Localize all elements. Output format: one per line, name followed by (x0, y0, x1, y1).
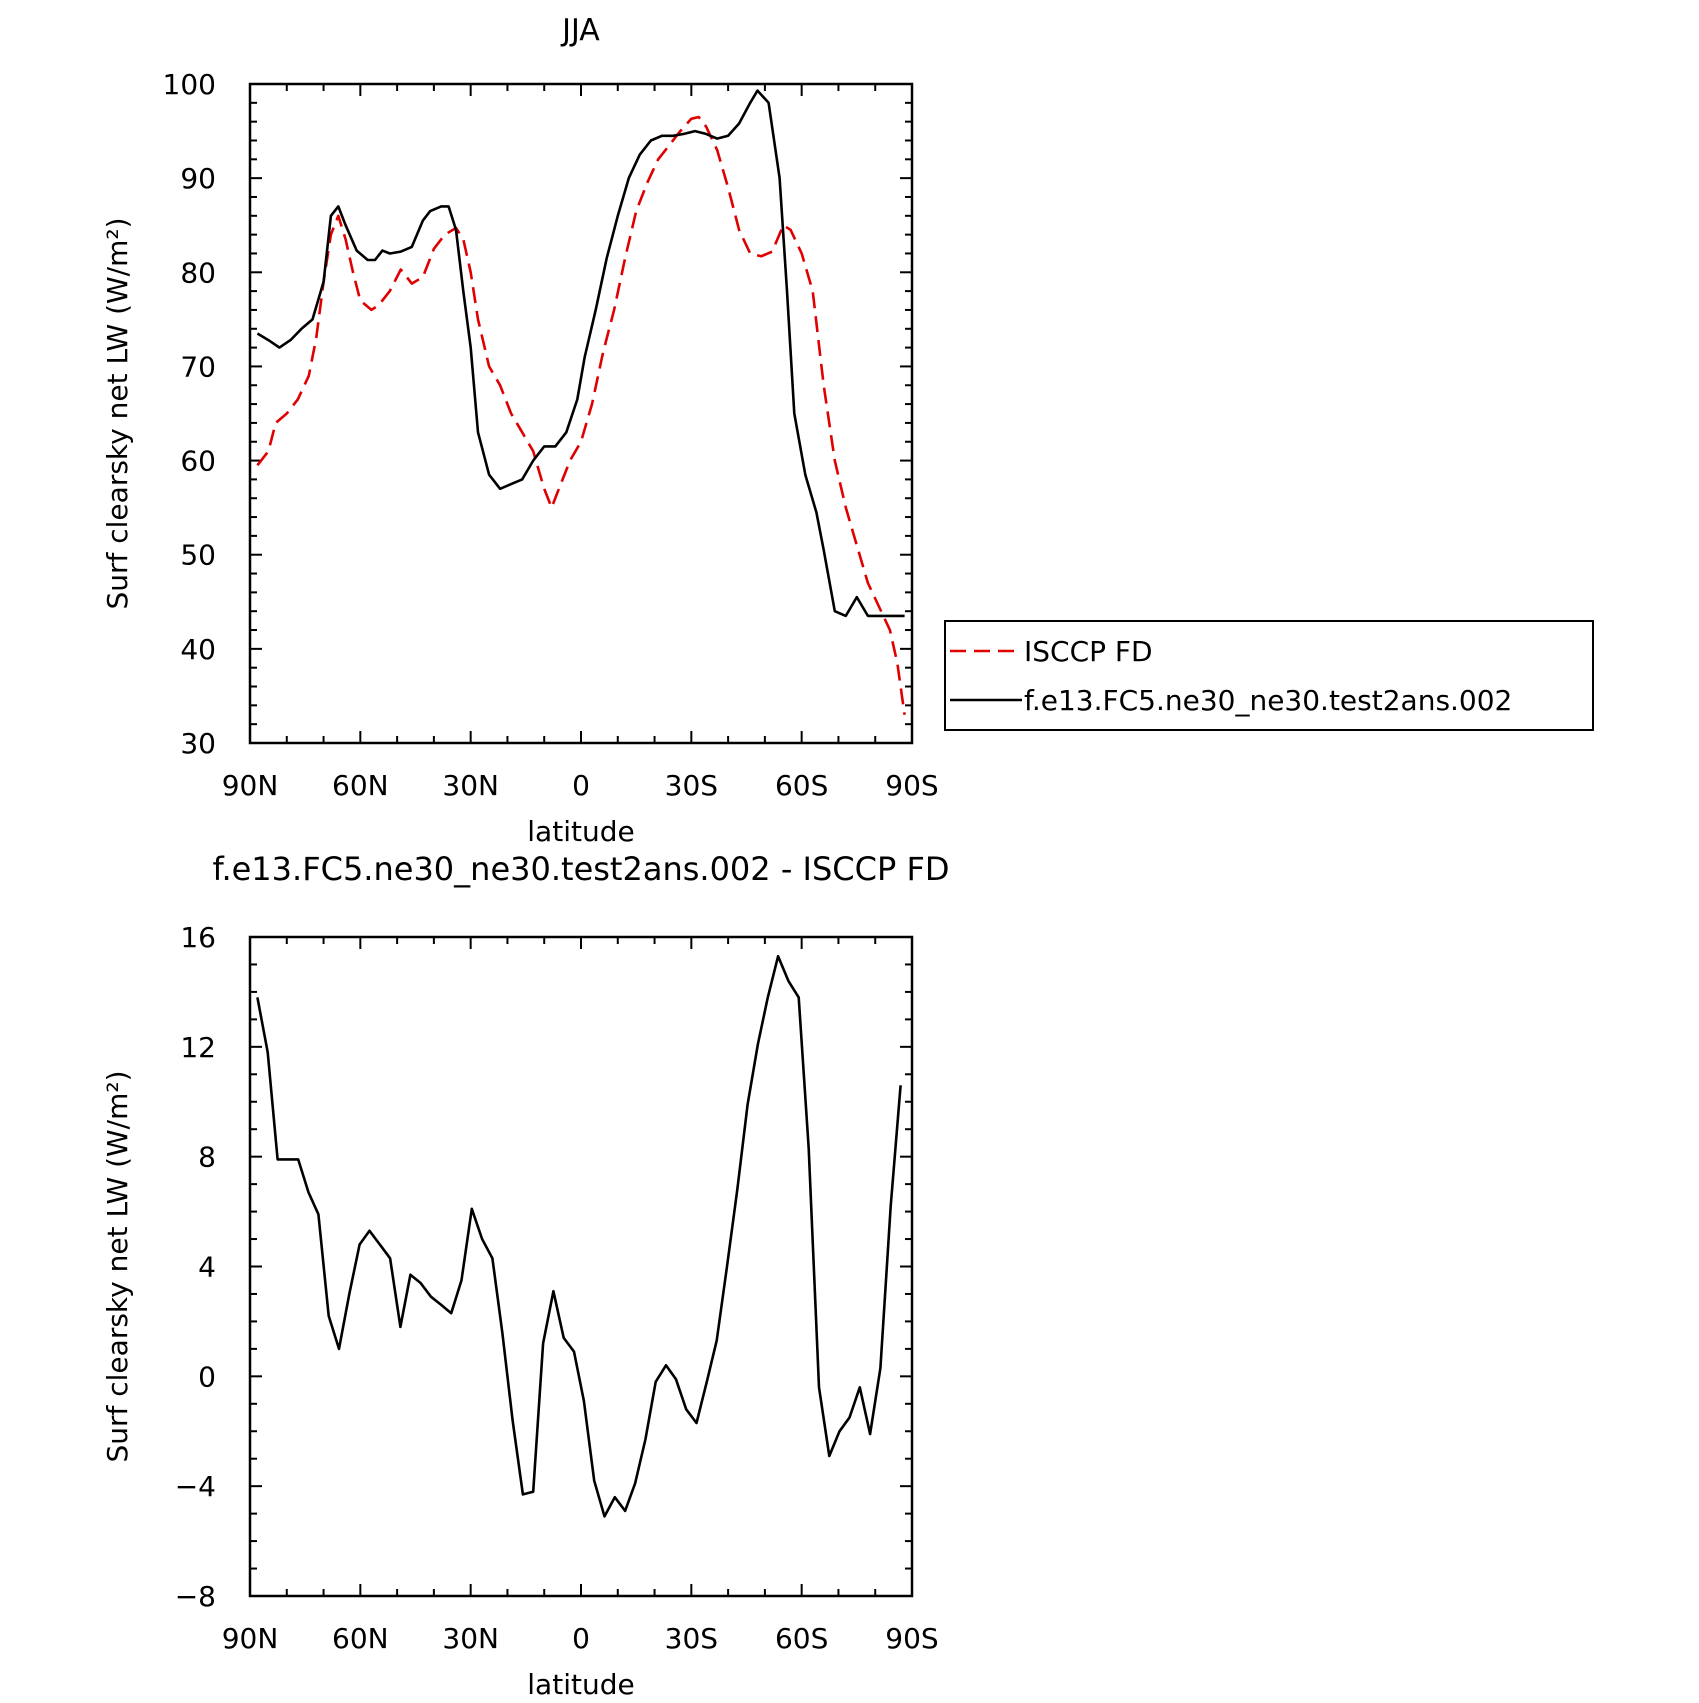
x-tick-label: 60S (775, 769, 828, 802)
x-tick-label: 30N (442, 1622, 499, 1655)
y-tick-label: 60 (180, 445, 216, 478)
x-tick-label: 30S (665, 1622, 718, 1655)
x-tick-label: 30S (665, 769, 718, 802)
series-line-model (256, 954, 902, 1518)
top-series-lines (256, 89, 906, 715)
legend-label-isccp: ISCCP FD (1024, 635, 1153, 668)
bottom-series-lines (256, 954, 902, 1518)
top-axis-ticks: 90N 60N 30N 0 30S 60S 90S 30 40 50 60 70 80 90 100 (163, 68, 939, 802)
y-tick-label: 8 (198, 1141, 216, 1174)
y-tick-label: 90 (180, 162, 216, 195)
x-tick-label: 0 (572, 769, 590, 802)
y-tick-label: 4 (198, 1251, 216, 1284)
bottom-y-axis-label: Surf clearsky net LW (W/m²) (101, 1070, 134, 1462)
y-tick-label: 50 (180, 539, 216, 572)
y-tick-label: 100 (163, 68, 216, 101)
top-chart-title: JJA (560, 13, 600, 48)
x-tick-label: 30N (442, 769, 499, 802)
series-line-isccp (256, 115, 906, 715)
bottom-panel: f.e13.FC5.ne30_ne30.test2ans.002 - ISCCP… (101, 850, 949, 1701)
y-tick-label: 0 (198, 1360, 216, 1393)
y-tick-label: 16 (180, 921, 216, 954)
x-tick-label: 60N (332, 1622, 389, 1655)
series-line-model (256, 89, 905, 618)
x-tick-label: 0 (572, 1622, 590, 1655)
legend: ISCCP FD f.e13.FC5.ne30_ne30.test2ans.00… (944, 620, 1594, 731)
y-tick-label: −8 (175, 1580, 216, 1613)
bottom-chart-title: f.e13.FC5.ne30_ne30.test2ans.002 - ISCCP… (213, 850, 950, 888)
y-tick-label: 70 (180, 350, 216, 383)
bottom-axis-ticks: 90N 60N 30N 0 30S 60S 90S −8 −4 0 4 8 12 16 (175, 921, 939, 1655)
y-tick-label: −4 (175, 1470, 216, 1503)
x-tick-label: 90S (885, 769, 938, 802)
x-tick-label: 90N (222, 769, 279, 802)
top-x-axis-label: latitude (527, 815, 634, 848)
y-tick-label: 30 (180, 727, 216, 760)
x-tick-label: 60S (775, 1622, 828, 1655)
legend-label-model: f.e13.FC5.ne30_ne30.test2ans.002 (1024, 684, 1512, 717)
top-y-axis-label: Surf clearsky net LW (W/m²) (101, 217, 134, 609)
x-tick-label: 60N (332, 769, 389, 802)
top-plot-frame (248, 82, 914, 745)
x-tick-label: 90S (885, 1622, 938, 1655)
bottom-x-axis-label: latitude (527, 1668, 634, 1701)
y-tick-label: 40 (180, 633, 216, 666)
legend-box (944, 620, 1594, 731)
y-tick-label: 80 (180, 256, 216, 289)
bottom-plot-frame (248, 935, 914, 1598)
x-tick-label: 90N (222, 1622, 279, 1655)
y-tick-label: 12 (180, 1031, 216, 1064)
top-panel: JJA latitude Surf clearsky net LW (W/m²)… (101, 13, 939, 848)
